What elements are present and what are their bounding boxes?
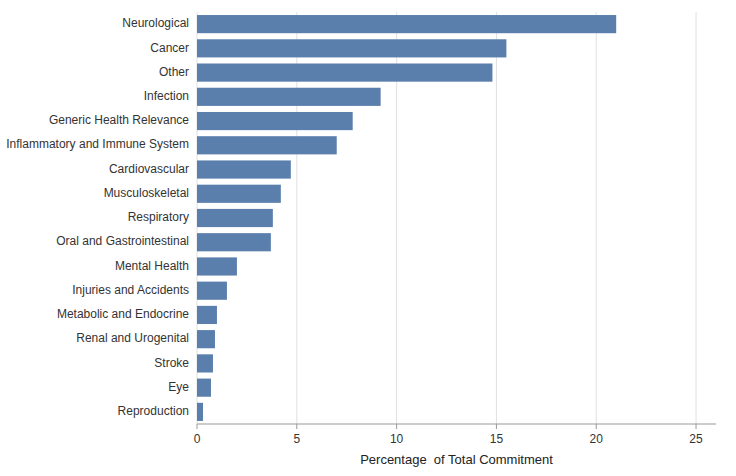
- category-label: Generic Health Relevance: [49, 113, 189, 127]
- category-label: Inflammatory and Immune System: [6, 137, 189, 151]
- grid-line: [696, 12, 697, 424]
- page: {"chart_data": {"type": "bar", "orientat…: [0, 0, 736, 476]
- bar: [197, 39, 506, 57]
- bar: [197, 403, 203, 421]
- tick-label: 25: [689, 432, 703, 446]
- tick-label: 20: [590, 432, 604, 446]
- bar: [197, 15, 616, 33]
- category-label: Respiratory: [128, 210, 189, 224]
- category-label: Cancer: [150, 41, 189, 55]
- bar: [197, 88, 381, 106]
- bar: [197, 282, 227, 300]
- category-label: Eye: [168, 380, 189, 394]
- category-label: Neurological: [122, 16, 189, 30]
- x-ticks: 0 5 10 15 20 25: [194, 424, 703, 446]
- bars: [197, 15, 616, 421]
- grid: [197, 12, 696, 424]
- grid-line: [496, 12, 497, 424]
- x-axis-line: [197, 424, 716, 425]
- bar: [197, 330, 215, 348]
- tick-mark: [696, 424, 697, 429]
- bar: [197, 354, 213, 372]
- tick-label: 10: [390, 432, 404, 446]
- bar: [197, 257, 237, 275]
- category-labels: Reproduction Eye Stroke Renal and Urogenita…: [6, 16, 189, 418]
- category-label: Cardiovascular: [109, 162, 189, 176]
- bar: [197, 112, 353, 130]
- category-label: Stroke: [154, 356, 189, 370]
- chart-container: Reproduction Eye Stroke Renal and Urogenita…: [0, 0, 736, 476]
- bar: [197, 209, 273, 227]
- bar: [197, 64, 492, 82]
- bar: [197, 379, 211, 397]
- bar: [197, 136, 337, 154]
- tick-mark: [496, 424, 497, 429]
- tick-label: 0: [194, 432, 201, 446]
- category-label: Other: [159, 65, 189, 79]
- category-label: Renal and Urogenital: [76, 331, 189, 345]
- tick-label: 5: [293, 432, 300, 446]
- tick-mark: [396, 424, 397, 429]
- category-label: Injuries and Accidents: [72, 283, 189, 297]
- tick-label: 15: [490, 432, 504, 446]
- bar: [197, 233, 271, 251]
- category-label: Infection: [144, 89, 189, 103]
- chart-svg: Reproduction Eye Stroke Renal and Urogenita…: [0, 0, 736, 476]
- grid-line: [596, 12, 597, 424]
- category-label: Mental Health: [115, 259, 189, 273]
- bar: [197, 160, 291, 178]
- tick-mark: [296, 424, 297, 429]
- tick-mark: [596, 424, 597, 429]
- tick-mark: [197, 424, 198, 429]
- category-label: Musculoskeletal: [104, 186, 189, 200]
- category-label: Metabolic and Endocrine: [57, 307, 189, 321]
- category-label: Oral and Gastrointestinal: [56, 234, 189, 248]
- bar: [197, 306, 217, 324]
- x-axis-label: Percentage of Total Commitment: [360, 452, 553, 467]
- bar: [197, 185, 281, 203]
- category-label: Reproduction: [118, 404, 189, 418]
